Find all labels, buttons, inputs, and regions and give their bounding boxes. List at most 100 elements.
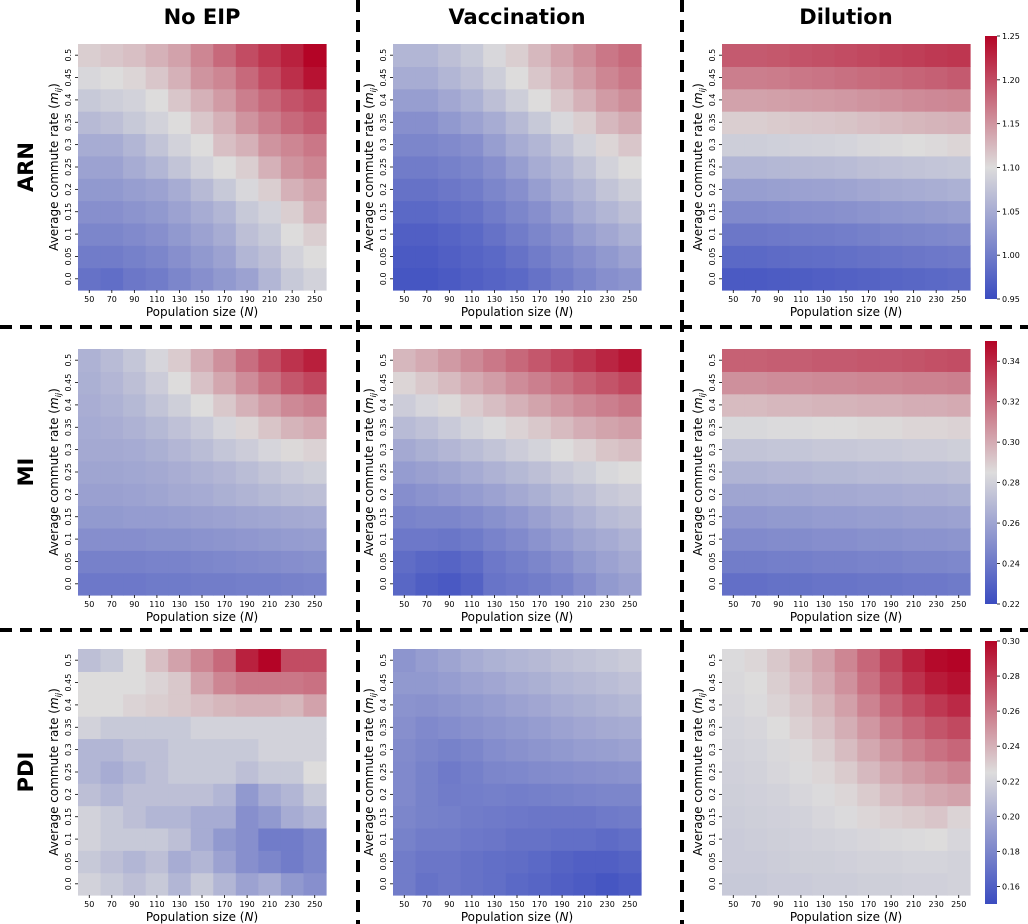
heatmap-cell: 0.297 [812, 393, 836, 417]
heatmap-cell: 1.07 [438, 44, 462, 67]
heatmap-cell: 0.293 [190, 371, 214, 395]
x-tick-label: 110 [149, 900, 164, 909]
heatmap-cell: 1 [483, 200, 507, 224]
colorbar-tick-label: 0.24 [1002, 560, 1020, 569]
x-tick-label: 210 [906, 295, 921, 304]
x-tick-labels: 50 70 90 110 130 150 170 190 210 230 250 [84, 595, 322, 609]
y-tick-label: 0.15 [379, 508, 388, 526]
heatmap-cell: 1.16 [280, 133, 305, 157]
heatmap-cell: 0.269 [123, 393, 147, 417]
heatmap-cell: 1.08 [78, 88, 102, 112]
heatmap-cell: 0.291 [528, 416, 552, 440]
heatmap-cell: 0.285 [812, 416, 836, 440]
colorbar-gradient [985, 36, 997, 299]
heatmap-cell: 0.188 [438, 693, 462, 717]
heatmap-cell: 1.16 [303, 155, 327, 179]
heatmap-cell: 0.291 [415, 371, 439, 395]
heatmap-cell: 1.045 [857, 178, 881, 202]
heatmap-cell: 1.06 [528, 133, 552, 157]
heatmap-cell: 0.96 [393, 267, 417, 291]
heatmap-cell: 0.18 [483, 760, 507, 784]
heatmap-cell: 0.98 [505, 267, 529, 291]
heatmap-cell: 0.24 [924, 572, 949, 596]
heatmap-cell: 1.035 [947, 200, 971, 224]
heatmap-cell: 1.01 [902, 222, 926, 246]
heatmap-cell: 0.246 [438, 505, 462, 529]
heatmap-cell: 0.2 [213, 805, 237, 829]
heatmap-cell: 0.2 [258, 783, 282, 807]
heatmap-cell: 0.165 [505, 872, 529, 896]
heatmap-cell: 0.222 [767, 760, 791, 784]
heatmap-cell: 1.05 [100, 133, 124, 157]
heatmap-cell: 0.238 [789, 649, 813, 672]
heatmap-cell: 1.035 [573, 222, 597, 246]
heatmap-panels: 0.990.9850.99511.011.021.031.041.061.081… [47, 44, 971, 924]
heatmap-cell: 0.182 [393, 760, 417, 784]
heatmap-cell: 0.203 [483, 649, 507, 672]
heatmap-cell: 1.16 [190, 44, 214, 67]
heatmap-cell: 0.177 [460, 760, 484, 784]
heatmap-cell: 0.19 [393, 671, 417, 695]
heatmap-cells: 0.960.960.9650.970.9750.980.9911.011.021… [393, 44, 642, 291]
heatmap-cell: 0.285 [550, 438, 574, 462]
heatmap-cell: 0.291 [213, 393, 237, 417]
heatmap-cell: 0.266 [483, 460, 507, 484]
heatmap-cell: 1.18 [258, 88, 282, 112]
heatmap-cell: 0.241 [168, 572, 192, 596]
y-tick-label: 0.15 [64, 808, 73, 826]
x-tick-label: 70 [107, 600, 117, 609]
heatmap-cell: 1.08 [235, 200, 259, 224]
heatmap-cell: 1.08 [280, 267, 305, 291]
heatmap-cell: 0.274 [258, 460, 282, 484]
heatmap-cell: 0.185 [303, 872, 327, 896]
heatmap-cell: 0.19 [460, 693, 484, 717]
heatmap-cell: 1.04 [460, 111, 484, 135]
heatmap-cell: 1.1 [505, 66, 529, 90]
heatmap-cell: 1.015 [744, 200, 768, 224]
y-tick-labels: 0.0 0.05 0.1 0.15 0.2 0.25 0.3 0.35 0.4 0.45 0.5 [708, 49, 722, 285]
x-tick-label: 230 [929, 900, 944, 909]
heatmap-cell: 0.985 [100, 267, 124, 291]
y-tick-label: 0.1 [64, 533, 73, 546]
heatmap-cell: 1.052 [924, 178, 949, 202]
colorbar-tick-label: 0.26 [1002, 707, 1020, 716]
heatmap-cell: 0.283 [595, 460, 620, 484]
x-tick-label: 150 [509, 900, 524, 909]
y-tick-label: 0.3 [64, 138, 73, 151]
x-axis-label: Population size (N) [146, 305, 258, 319]
heatmap-cell: 0.2 [190, 805, 214, 829]
heatmap-cell: 1.09 [280, 245, 305, 269]
heatmap-cell: 0.245 [190, 671, 214, 695]
heatmap-cell: 1.156 [902, 88, 926, 112]
y-axis-label: Average commute rate (mij) [362, 688, 378, 856]
heatmap-cell: 1.16 [213, 66, 237, 90]
heatmap-cell: 0.256 [550, 527, 574, 551]
y-tick-label: 0.2 [64, 488, 73, 501]
heatmap-cell: 0.175 [438, 827, 462, 851]
heatmap-cell: 0.255 [573, 550, 597, 574]
heatmap-cell: 0.269 [145, 416, 169, 440]
colorbar-gradient [985, 341, 997, 604]
heatmap-cell: 0.266 [100, 393, 124, 417]
heatmap-cell: 1.145 [812, 88, 836, 112]
y-tick-label: 0.5 [379, 49, 388, 62]
heatmap-cell: 0.256 [857, 693, 881, 717]
heatmap-cell: 0.21 [168, 827, 192, 851]
heatmap-cell: 0.158 [618, 872, 642, 896]
heatmap-cell: 0.96 [415, 267, 439, 291]
heatmap-cell: 0.246 [528, 550, 552, 574]
heatmap-cell: 0.304 [483, 371, 507, 395]
heatmap-cell: 0.251 [483, 505, 507, 529]
heatmap-cell: 0.253 [213, 527, 237, 551]
x-tick-label: 190 [883, 295, 898, 304]
heatmap-cell: 0.221 [834, 827, 858, 851]
heatmap-cell: 0.27 [879, 460, 903, 484]
y-tick-label: 0.25 [64, 158, 73, 176]
heatmap-cell: 0.975 [483, 267, 507, 291]
heatmap-cell: 0.22 [947, 850, 971, 874]
heatmap-cell: 0.296 [393, 349, 417, 372]
heatmap-cell: 0.19 [213, 827, 237, 851]
heatmap-cell: 0.243 [924, 783, 949, 807]
heatmap-cell: 0.23 [460, 572, 484, 596]
heatmap-cell: 1.06 [258, 267, 282, 291]
